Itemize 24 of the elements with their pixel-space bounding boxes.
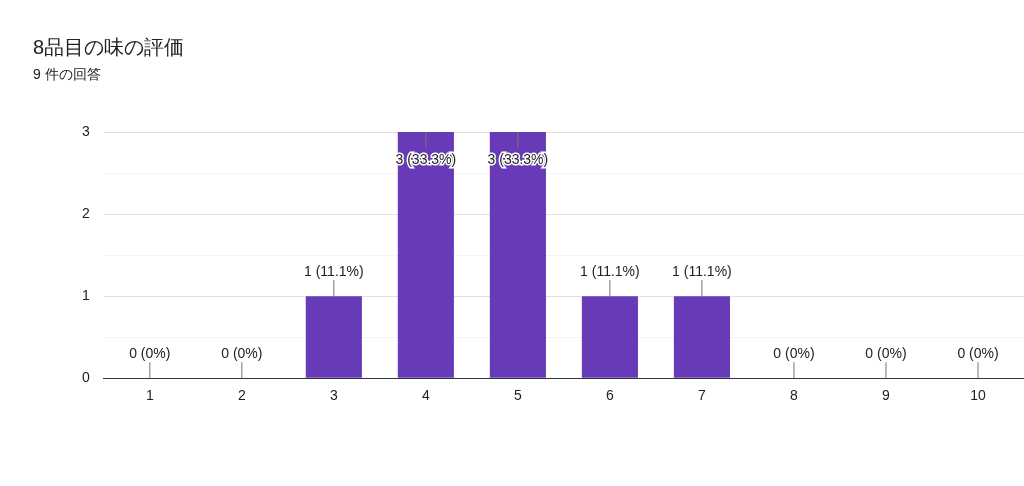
chart-subtitle: 9 件の回答 bbox=[33, 66, 102, 84]
data-label: 1 (11.1%) bbox=[304, 263, 364, 280]
data-label: 1 (11.1%) bbox=[580, 263, 640, 280]
y-tick-label: 1 bbox=[81, 286, 90, 303]
x-tick-label: 6 bbox=[606, 387, 615, 404]
x-tick-label: 4 bbox=[421, 387, 430, 404]
data-label: 0 (0%) bbox=[865, 345, 907, 362]
x-tick-label: 3 bbox=[329, 387, 338, 404]
x-tick-label: 8 bbox=[790, 387, 799, 404]
x-tick-label: 7 bbox=[698, 387, 707, 404]
x-tick-label: 1 bbox=[145, 387, 154, 404]
x-tick-label: 9 bbox=[882, 387, 891, 404]
x-tick-label: 5 bbox=[513, 387, 522, 404]
data-label: 0 (0%) bbox=[773, 345, 815, 362]
data-label: 1 (11.1%) bbox=[672, 263, 732, 280]
data-label: 0 (0%) bbox=[221, 345, 263, 362]
data-label: 0 (0%) bbox=[129, 345, 171, 362]
y-tick-label: 0 bbox=[81, 369, 90, 386]
data-label: 0 (0%) bbox=[957, 345, 999, 362]
x-tick-label: 10 bbox=[970, 387, 986, 404]
y-tick-label: 3 bbox=[81, 122, 90, 139]
chart-title: 8品目の味の評価 bbox=[33, 35, 186, 60]
y-tick-label: 2 bbox=[81, 204, 90, 221]
x-tick-label: 2 bbox=[237, 387, 246, 404]
